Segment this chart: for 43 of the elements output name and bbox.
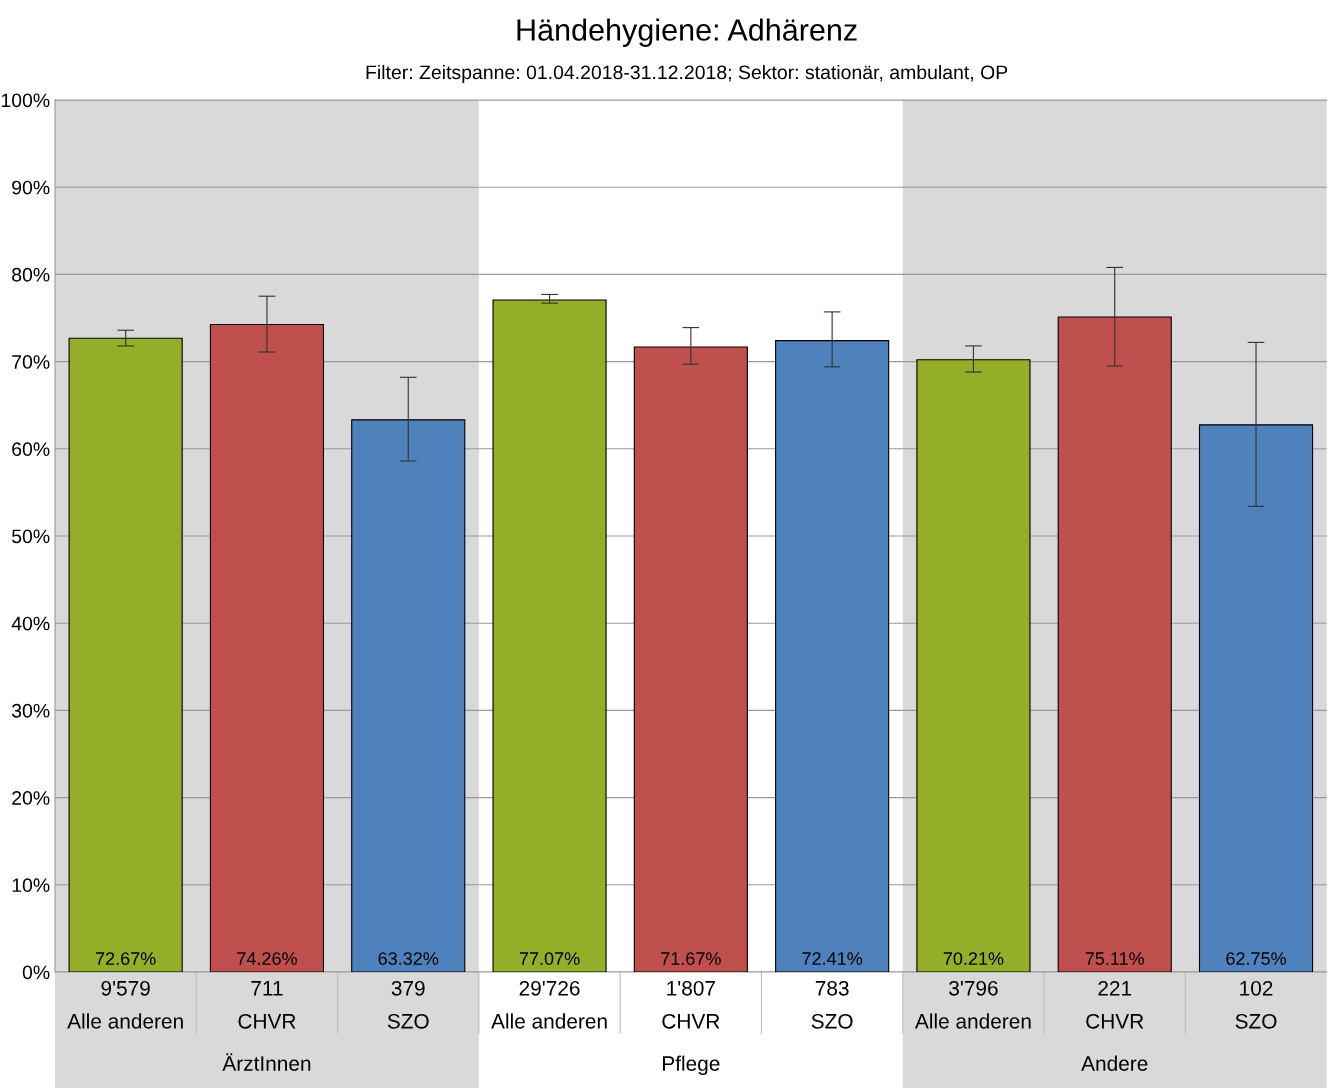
data-label: 72.41%	[802, 952, 863, 965]
bar	[492, 299, 607, 972]
text: Pflege	[663, 1055, 720, 1076]
y-tick-label: 50%	[12, 529, 50, 544]
data-label: 74.26%	[237, 952, 297, 965]
y-tick-label: 70%	[12, 355, 50, 369]
data-label: 77.07%	[519, 952, 580, 965]
y-tick-label: 20%	[12, 791, 50, 805]
x-tick-label: 29'726 Alle anderen	[491, 980, 607, 1029]
data-label: 72.67%	[95, 952, 156, 965]
bar	[68, 337, 183, 972]
bar	[916, 359, 1031, 972]
chart-subtitle: Filter: Zeitspanne: 01.04.2018-31.12.2018; Sektor: stationär, ambulant, OP	[366, 64, 1008, 84]
y-tick-label: 10%	[12, 878, 50, 893]
band-label: ÄrztInnen	[222, 1053, 311, 1071]
bar	[633, 346, 748, 972]
bar	[775, 340, 890, 972]
x-tick-label: 221 CHVR	[1086, 980, 1144, 1029]
x-tick-label: 711 CHVR	[238, 981, 296, 1029]
data-label: 63.32%	[378, 952, 439, 965]
x-tick-label: 1'807 CHVR	[662, 980, 720, 1029]
y-tick-label: 60%	[12, 442, 50, 457]
bar	[351, 419, 466, 972]
data-label: 71.67%	[661, 952, 721, 965]
chart-title: Händehygiene: Adhärenz	[517, 18, 857, 47]
y-tick-label: 0%	[22, 965, 50, 980]
bar	[1057, 316, 1172, 972]
bar	[1198, 424, 1314, 972]
data-label: 75.11%	[1085, 952, 1145, 965]
x-tick-label: 9'579 Alle anderen	[67, 980, 183, 1029]
x-tick-label: 783 SZO	[811, 980, 853, 1029]
y-tick-label: 30%	[11, 703, 50, 718]
y-tick-label: 40%	[11, 616, 50, 631]
data-label: 70.21%	[943, 952, 1004, 965]
band-label: Andere	[1081, 1055, 1148, 1071]
data-label: 62.75%	[1226, 952, 1286, 965]
bar	[209, 323, 325, 972]
y-tick-label: 90%	[12, 180, 50, 195]
x-tick-label: 102 SZO	[1235, 980, 1277, 1029]
y-tick-label: 100%	[1, 93, 50, 108]
x-tick-label: 379 SZO	[387, 980, 429, 1029]
y-tick-label: 80%	[12, 267, 50, 282]
x-tick-label: 3'796 Alle anderen	[914, 980, 1031, 1029]
